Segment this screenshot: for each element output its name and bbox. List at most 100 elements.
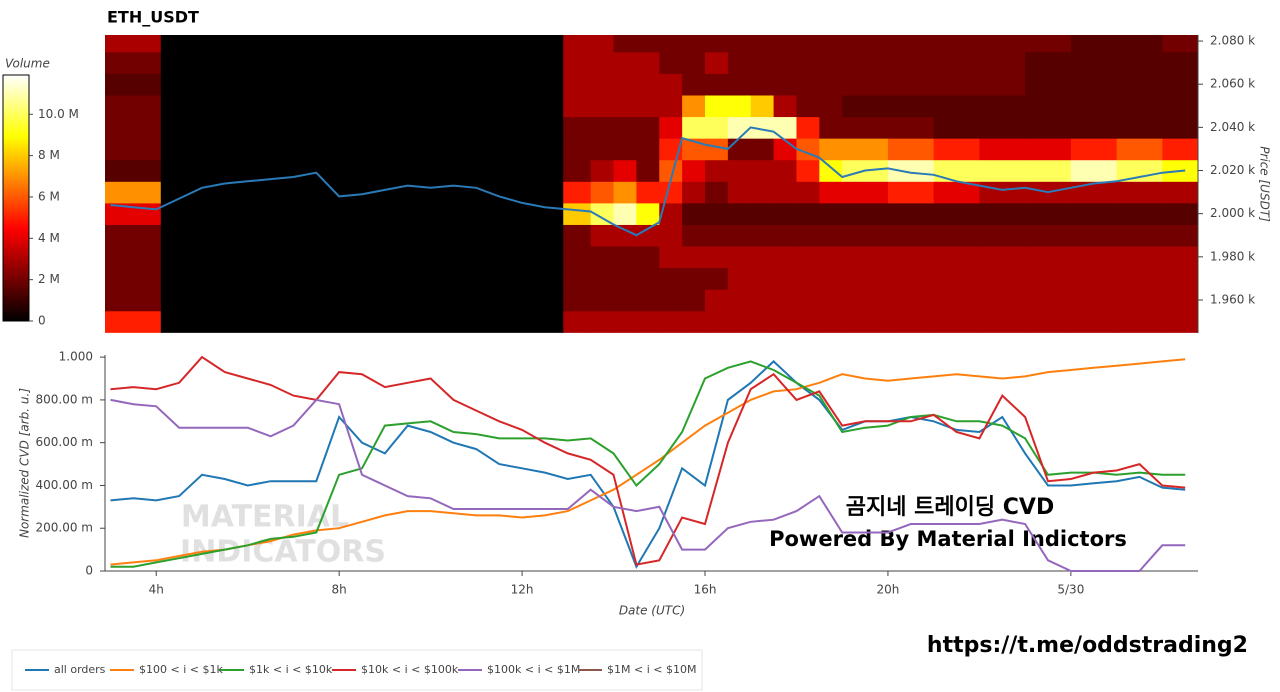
heat-cell (933, 246, 980, 269)
annotation: 곰지네 트레이딩 CVD (846, 495, 1054, 520)
heat-cell (1070, 94, 1118, 118)
heat-cell (842, 138, 889, 161)
heat-cell (819, 289, 843, 312)
heat-cell (613, 224, 637, 247)
heat-cell (563, 116, 592, 139)
heat-cell (682, 202, 706, 225)
heat-cell (563, 267, 592, 290)
heat-cell (1070, 138, 1118, 161)
heat-cell (1162, 116, 1198, 139)
colorbar-tick-label: 2 M (38, 272, 60, 286)
heat-cell (887, 35, 935, 53)
heat-cell (636, 246, 660, 269)
heat-cell (933, 94, 980, 118)
y-tick-label: 1.980 k (1210, 249, 1255, 263)
heat-cell (705, 181, 729, 204)
heat-cell (659, 181, 683, 204)
heat-cell (105, 138, 162, 161)
heat-cell (160, 202, 564, 225)
heat-cell (979, 138, 1026, 161)
heat-cell (750, 224, 775, 247)
heat-cell (160, 51, 564, 74)
heat-cell (979, 51, 1026, 74)
heat-cell (887, 73, 935, 96)
heat-cell (773, 202, 797, 225)
heat-cell (1025, 289, 1072, 312)
heat-cell (1070, 181, 1118, 204)
heat-cell (819, 116, 843, 139)
heat-cell (750, 202, 775, 225)
heat-cell (773, 246, 797, 269)
heat-cell (1070, 51, 1118, 74)
heat-cell (1025, 138, 1072, 161)
annotation: Powered By Material Indictors (769, 527, 1127, 551)
heat-cell (1025, 267, 1072, 290)
heat-cell (1162, 35, 1198, 53)
cvd-line (110, 360, 1186, 569)
heat-cell (773, 116, 797, 139)
heat-cell (887, 202, 935, 225)
heat-cell (613, 94, 637, 118)
heat-cell (842, 51, 889, 74)
heat-cell (636, 310, 660, 333)
heat-cell (590, 246, 615, 269)
heat-cell (750, 289, 775, 312)
heat-cell (750, 246, 775, 269)
heat-cell (160, 138, 564, 161)
heat-cell (979, 159, 1026, 182)
heat-cell (105, 310, 162, 333)
heat-cell (1116, 224, 1163, 247)
heat-cell (1025, 246, 1072, 269)
heat-cell (160, 159, 564, 182)
heat-cell (636, 159, 660, 182)
heat-cell (705, 289, 729, 312)
heat-cell (613, 246, 637, 269)
heat-cell (933, 181, 980, 204)
heat-cell (105, 289, 162, 312)
heat-cell (1025, 202, 1072, 225)
cvd-line (110, 360, 1186, 568)
y-tick-label: 2.040 k (1210, 120, 1255, 134)
heat-cell (796, 310, 820, 333)
heat-cell (842, 246, 889, 269)
heat-cell (563, 138, 592, 161)
heat-cell (773, 310, 797, 333)
heat-cell (682, 224, 706, 247)
heat-cell (979, 35, 1026, 53)
heat-cell (796, 159, 820, 182)
heat-cell (750, 310, 775, 333)
heat-cell (1070, 289, 1118, 312)
heat-cell (705, 51, 729, 74)
heat-cell (705, 224, 729, 247)
heat-cell (705, 267, 729, 290)
x-axis-label: Date (UTC) (619, 604, 685, 618)
heat-cell (727, 138, 752, 161)
heat-cell (842, 94, 889, 118)
heat-cell (682, 116, 706, 139)
heat-cell (1162, 202, 1198, 225)
x-tick-label: 20h (876, 583, 899, 597)
heat-cell (613, 116, 637, 139)
heat-cell (750, 267, 775, 290)
heat-cell (636, 73, 660, 96)
heat-cell (727, 181, 752, 204)
heat-cell (979, 116, 1026, 139)
heat-cell (1025, 116, 1072, 139)
heat-cell (1025, 51, 1072, 74)
colorbar-tick-label: 0 (38, 314, 46, 328)
heat-cell (842, 310, 889, 333)
heat-cell (636, 181, 660, 204)
heat-cell (590, 289, 615, 312)
heat-cell (1162, 246, 1198, 269)
heat-cell (105, 35, 162, 53)
heat-cell (1162, 181, 1198, 204)
heat-cell (563, 224, 592, 247)
heat-cell (613, 289, 637, 312)
heat-cell (1116, 73, 1163, 96)
footer-link[interactable]: https://t.me/oddstrading2 (927, 633, 1248, 658)
heat-cell (659, 289, 683, 312)
heat-cell (590, 310, 615, 333)
heat-cell (933, 35, 980, 53)
heat-cell (933, 159, 980, 182)
